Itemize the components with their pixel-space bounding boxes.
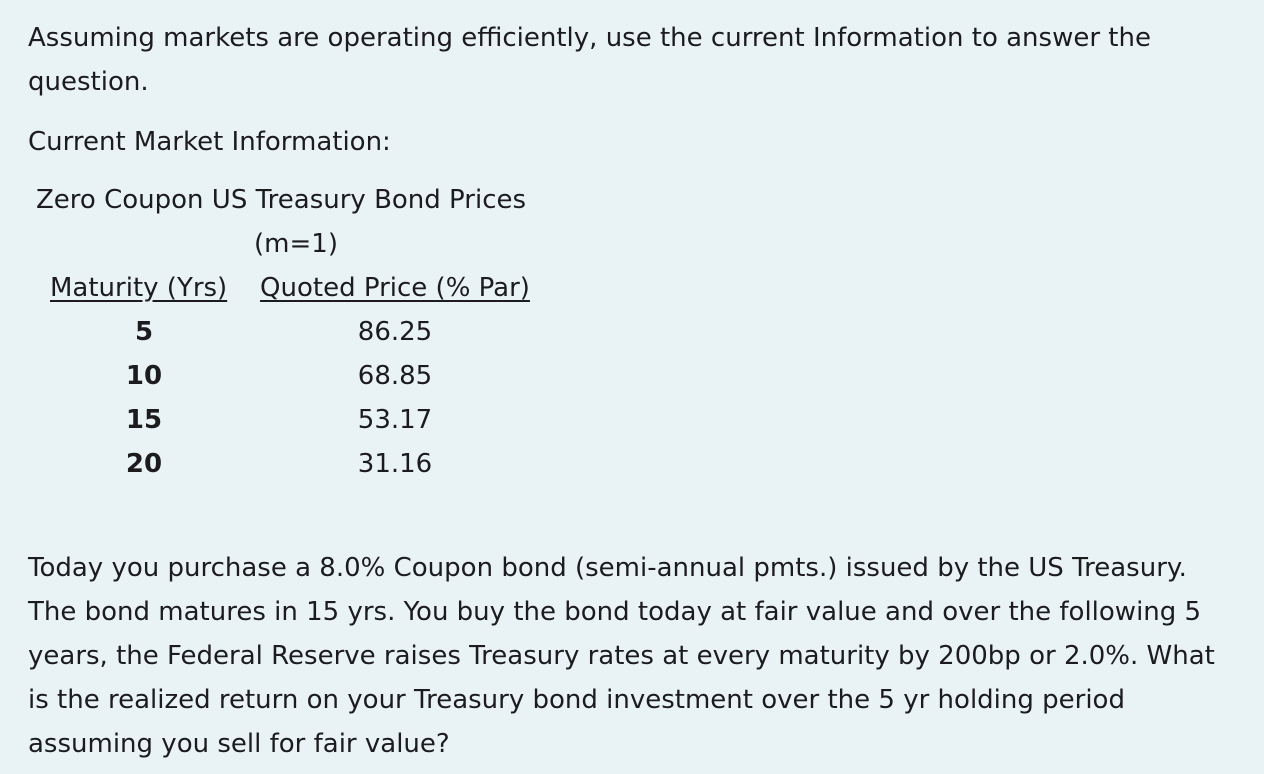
market-info-label: Current Market Information: bbox=[28, 127, 391, 157]
price-header: Quoted Price (% Par) bbox=[260, 273, 530, 303]
price-cell: 68.85 bbox=[357, 361, 433, 391]
maturity-cell: 20 bbox=[125, 449, 163, 479]
table-row: 20 31.16 bbox=[48, 442, 550, 486]
maturity-cell: 10 bbox=[125, 361, 163, 391]
table-row: 10 68.85 bbox=[48, 354, 550, 398]
intro-text: Assuming markets are operating efficient… bbox=[28, 23, 1151, 97]
maturity-cell: 15 bbox=[125, 405, 163, 435]
table-title: Zero Coupon US Treasury Bond Prices bbox=[36, 185, 527, 215]
price-cell: 31.16 bbox=[357, 449, 433, 479]
table-row: 15 53.17 bbox=[48, 398, 550, 442]
question-text: Today you purchase a 8.0% Coupon bond (s… bbox=[28, 553, 1215, 759]
table-header-row: Maturity (Yrs) Quoted Price (% Par) bbox=[48, 266, 550, 310]
maturity-cell: 5 bbox=[134, 317, 154, 347]
maturity-header: Maturity (Yrs) bbox=[50, 273, 228, 303]
table-subtitle: (m=1) bbox=[254, 229, 338, 259]
price-cell: 53.17 bbox=[357, 405, 433, 435]
table-row: 5 86.25 bbox=[48, 310, 550, 354]
bond-price-table: Maturity (Yrs) Quoted Price (% Par) 5 86… bbox=[48, 266, 550, 486]
price-cell: 86.25 bbox=[357, 317, 433, 347]
